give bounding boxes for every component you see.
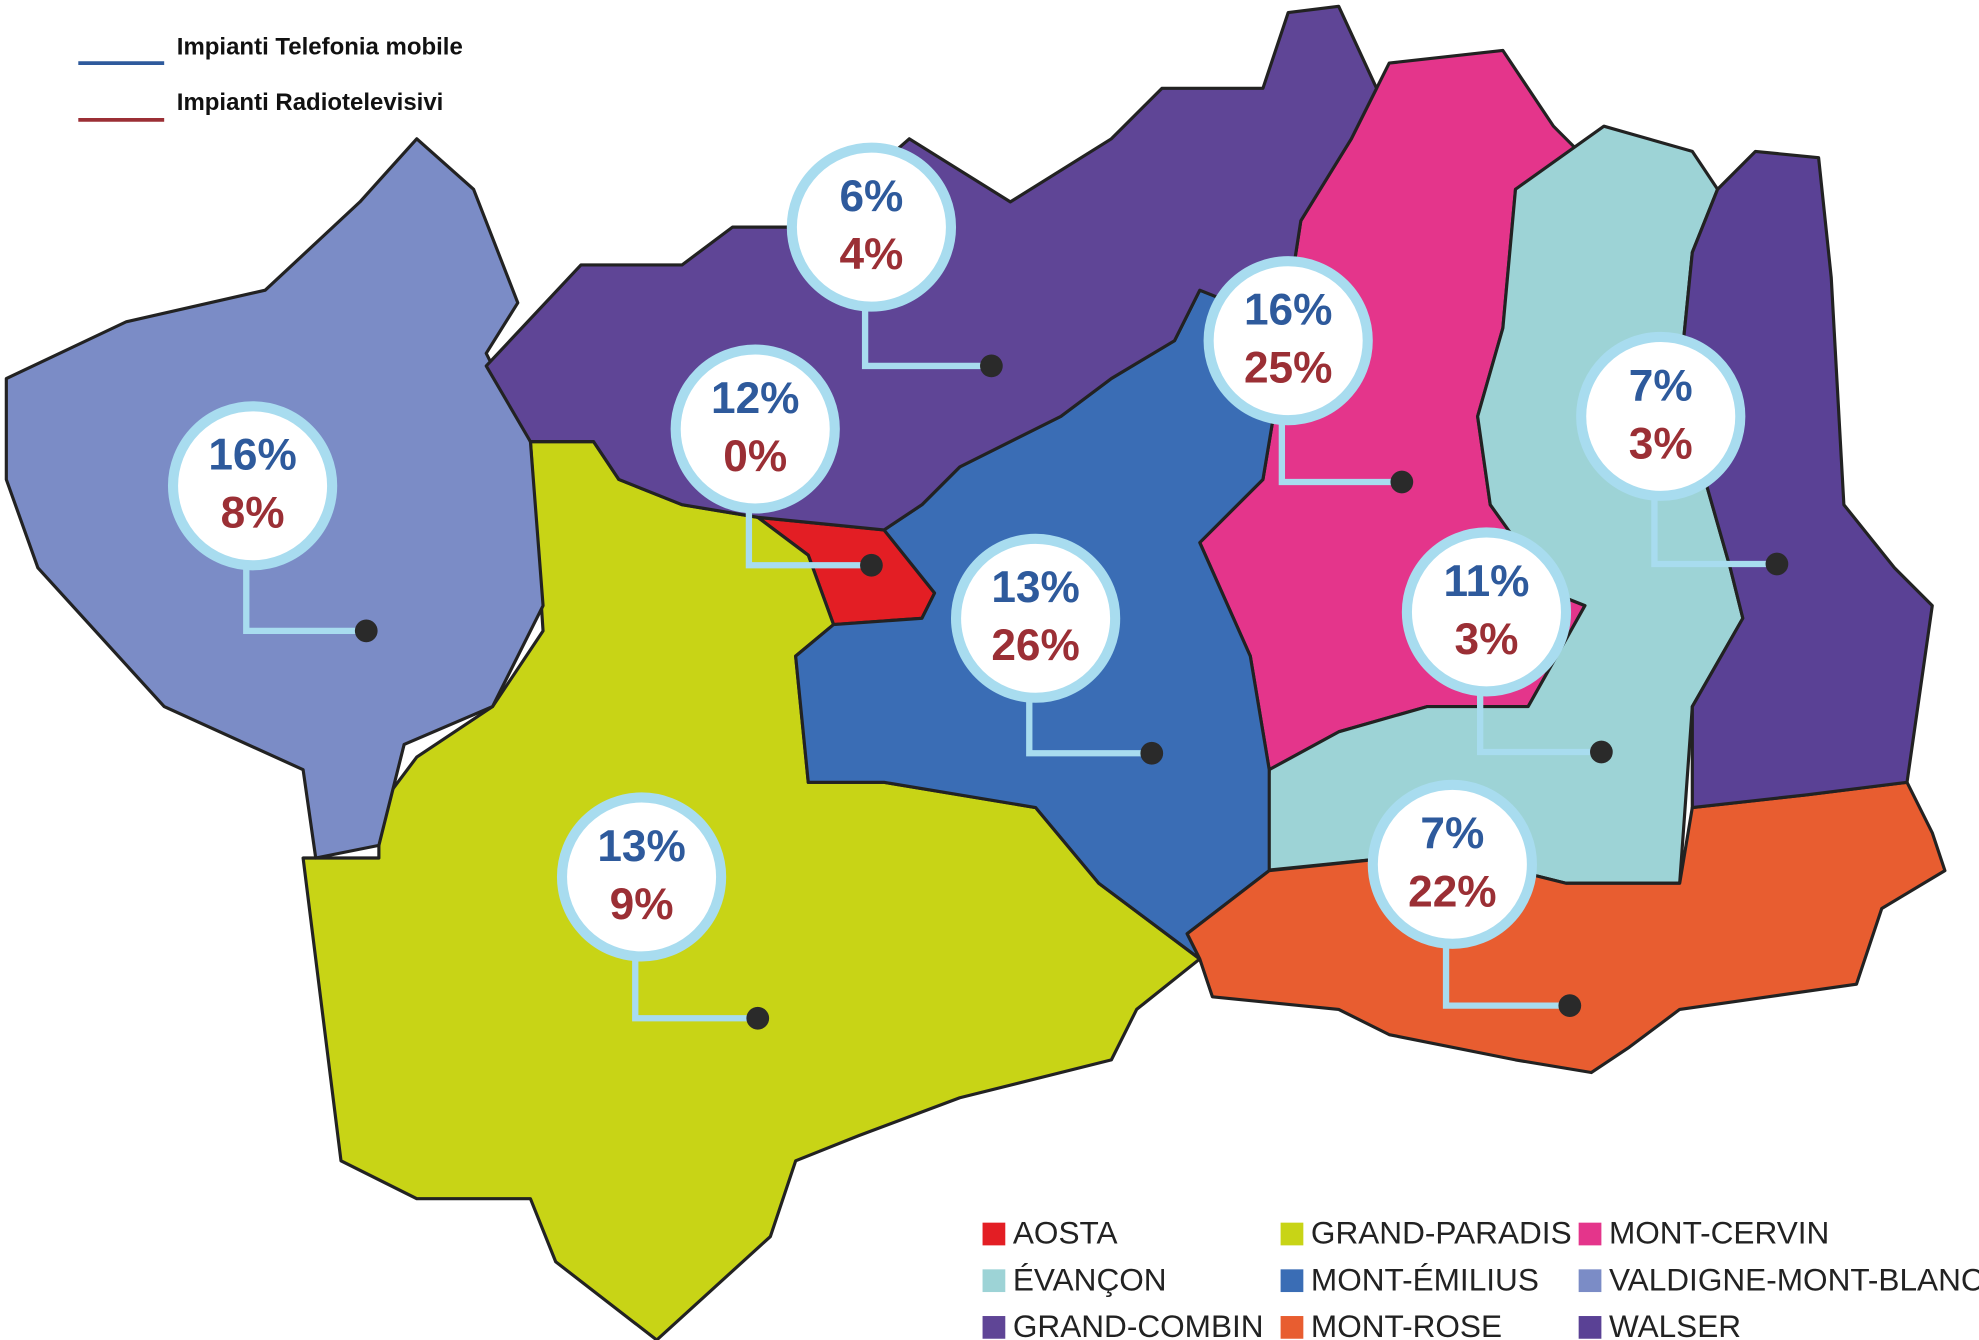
legend-label: MONT-ÉMILIUS [1311, 1261, 1539, 1297]
legend-label: MONT-ROSE [1311, 1308, 1502, 1340]
mobile-share: 16% [208, 431, 296, 480]
legend-swatch [1280, 1222, 1304, 1246]
legend-label: MONT-CERVIN [1609, 1215, 1829, 1251]
connector [1476, 687, 1602, 756]
legend-label: VALDIGNE-MONT-BLANC [1609, 1261, 1979, 1297]
callout-dot [1558, 994, 1582, 1017]
region-legend: AOSTA GRAND-PARADIS MONT-CERVIN ÉVANÇON MONT… [982, 1215, 1979, 1340]
connector [1651, 492, 1777, 568]
legend-swatch [1578, 1269, 1602, 1293]
callout-dot [860, 553, 883, 577]
callout-dot [1390, 470, 1414, 494]
mobile-share: 12% [711, 374, 799, 423]
mobile-share: 7% [1420, 809, 1484, 858]
radio-share: 3% [1629, 419, 1693, 468]
callout-dot [1590, 740, 1613, 764]
legend-swatch [1578, 1316, 1602, 1339]
region [1678, 149, 1934, 810]
legend-radio: Impianti Radiotelevisivi [177, 89, 444, 116]
legend-swatch [1578, 1222, 1602, 1246]
callout-bubble [1401, 527, 1572, 697]
callouts: 12% 0% 13% 9% 16% 25% 11% 3% 13% 26% 16% 8% 6% 4% 7% 22… [167, 142, 1789, 1030]
radio-share: 8% [221, 489, 285, 538]
mobile-share: 13% [597, 822, 685, 871]
radio-share: 9% [610, 880, 674, 929]
callout-bubble [167, 401, 338, 571]
radio-share: 4% [839, 230, 903, 279]
callout-bubble [1576, 331, 1746, 501]
radio-share: 25% [1244, 344, 1332, 393]
callout-dot [1140, 741, 1164, 765]
legend-label: GRAND-PARADIS [1311, 1215, 1572, 1251]
mobile-share: 6% [839, 172, 903, 221]
callout-bubble [1367, 779, 1537, 949]
legend-swatch [982, 1269, 1006, 1293]
radio-share: 3% [1455, 615, 1519, 664]
region [1185, 780, 1947, 1075]
legend-swatch [1280, 1316, 1304, 1339]
connector [243, 561, 367, 635]
legend-swatch [982, 1316, 1006, 1339]
callout-bubble [786, 142, 957, 312]
radio-share: 0% [723, 432, 787, 481]
connector [1026, 693, 1152, 757]
legend-swatch [1280, 1269, 1304, 1293]
legend-label: WALSER [1609, 1308, 1741, 1340]
mobile-share: 11% [1443, 557, 1529, 606]
connector [1442, 940, 1570, 1009]
callout-bubble [556, 792, 727, 962]
radio-share: 22% [1408, 867, 1496, 916]
legend-label: AOSTA [1013, 1215, 1118, 1251]
mobile-share: 7% [1629, 361, 1693, 410]
connector [861, 302, 992, 370]
radio-share: 26% [991, 621, 1079, 670]
legend-label: GRAND-COMBIN [1013, 1308, 1264, 1340]
mobile-share: 13% [991, 563, 1079, 612]
callout-bubble [1203, 256, 1373, 426]
legend-swatch [982, 1222, 1006, 1246]
connector [745, 504, 872, 569]
callout-bubble [670, 344, 840, 514]
connector [632, 952, 758, 1022]
callout-dot [354, 619, 378, 643]
connector [1278, 416, 1402, 486]
callout-dot [746, 1006, 770, 1030]
callout-dot [1765, 552, 1789, 576]
legend-mobile: Impianti Telefonia mobile [177, 33, 463, 60]
callout-bubble [950, 533, 1121, 703]
legend-label: ÉVANÇON [1013, 1261, 1167, 1297]
callout-dot [980, 354, 1003, 378]
mobile-share: 16% [1244, 286, 1332, 335]
